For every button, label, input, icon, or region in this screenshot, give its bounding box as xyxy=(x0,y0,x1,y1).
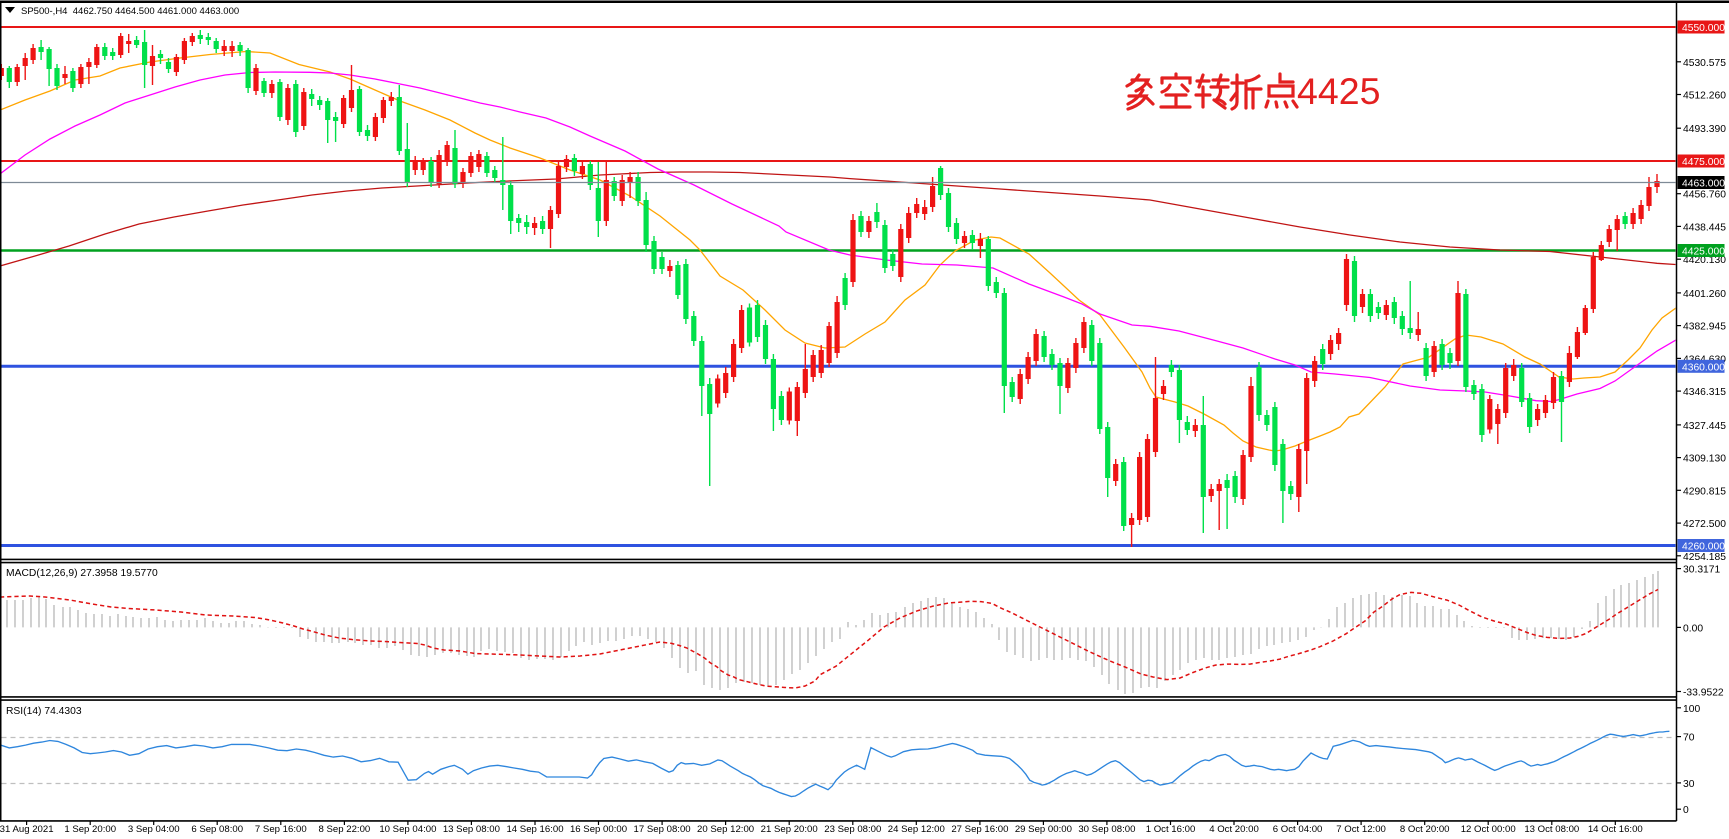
svg-text:8 Sep 22:00: 8 Sep 22:00 xyxy=(319,824,371,835)
svg-text:0.00: 0.00 xyxy=(1683,623,1703,634)
svg-text:1 Oct 16:00: 1 Oct 16:00 xyxy=(1146,824,1196,835)
svg-text:31 Aug 2021: 31 Aug 2021 xyxy=(0,824,54,835)
svg-text:14 Sep 16:00: 14 Sep 16:00 xyxy=(506,824,563,835)
svg-text:4420.130: 4420.130 xyxy=(1683,255,1726,266)
svg-text:4290.815: 4290.815 xyxy=(1683,486,1726,497)
svg-text:3 Sep 04:00: 3 Sep 04:00 xyxy=(128,824,180,835)
svg-text:12 Oct 00:00: 12 Oct 00:00 xyxy=(1461,824,1516,835)
svg-text:23 Sep 08:00: 23 Sep 08:00 xyxy=(824,824,881,835)
svg-text:27 Sep 16:00: 27 Sep 16:00 xyxy=(951,824,1008,835)
svg-text:6 Oct 04:00: 6 Oct 04:00 xyxy=(1273,824,1323,835)
svg-text:4475.000: 4475.000 xyxy=(1682,157,1725,168)
svg-text:30: 30 xyxy=(1683,779,1695,790)
svg-text:21 Sep 20:00: 21 Sep 20:00 xyxy=(761,824,818,835)
svg-text:RSI(14) 74.4303: RSI(14) 74.4303 xyxy=(6,706,82,717)
svg-text:4438.445: 4438.445 xyxy=(1683,222,1726,233)
svg-text:4463.000: 4463.000 xyxy=(1682,179,1725,190)
svg-text:4425: 4425 xyxy=(1297,70,1380,112)
svg-text:4530.575: 4530.575 xyxy=(1683,58,1726,69)
svg-text:4550.000: 4550.000 xyxy=(1682,23,1725,34)
svg-text:6 Sep 08:00: 6 Sep 08:00 xyxy=(191,824,243,835)
svg-text:1 Sep 20:00: 1 Sep 20:00 xyxy=(64,824,116,835)
svg-text:30 Sep 08:00: 30 Sep 08:00 xyxy=(1078,824,1135,835)
svg-text:4456.760: 4456.760 xyxy=(1683,190,1726,201)
svg-text:4360.000: 4360.000 xyxy=(1682,362,1725,373)
svg-text:10 Sep 04:00: 10 Sep 04:00 xyxy=(379,824,436,835)
svg-text:4272.500: 4272.500 xyxy=(1683,519,1726,530)
svg-text:4327.445: 4327.445 xyxy=(1683,421,1726,432)
svg-text:4260.000: 4260.000 xyxy=(1682,542,1725,553)
svg-text:-33.9522: -33.9522 xyxy=(1683,688,1724,699)
svg-text:4309.130: 4309.130 xyxy=(1683,454,1726,465)
svg-text:4346.315: 4346.315 xyxy=(1683,387,1726,398)
svg-text:4382.945: 4382.945 xyxy=(1683,322,1726,333)
svg-text:4401.260: 4401.260 xyxy=(1683,289,1726,300)
svg-text:29 Sep 00:00: 29 Sep 00:00 xyxy=(1015,824,1072,835)
svg-text:4 Oct 20:00: 4 Oct 20:00 xyxy=(1209,824,1259,835)
svg-text:13 Sep 08:00: 13 Sep 08:00 xyxy=(443,824,500,835)
svg-text:17 Sep 08:00: 17 Sep 08:00 xyxy=(634,824,691,835)
svg-text:4512.260: 4512.260 xyxy=(1683,91,1726,102)
svg-text:0: 0 xyxy=(1683,805,1689,816)
svg-text:4425.000: 4425.000 xyxy=(1682,247,1725,258)
svg-text:7 Sep 16:00: 7 Sep 16:00 xyxy=(255,824,307,835)
svg-text:24 Sep 12:00: 24 Sep 12:00 xyxy=(888,824,945,835)
svg-text:20 Sep 12:00: 20 Sep 12:00 xyxy=(697,824,754,835)
svg-text:MACD(12,26,9) 27.3958 19.5770: MACD(12,26,9) 27.3958 19.5770 xyxy=(6,568,158,579)
svg-text:4254.185: 4254.185 xyxy=(1683,552,1726,563)
svg-text:14 Oct 16:00: 14 Oct 16:00 xyxy=(1588,824,1643,835)
svg-text:7 Oct 12:00: 7 Oct 12:00 xyxy=(1336,824,1386,835)
svg-text:16 Sep 00:00: 16 Sep 00:00 xyxy=(570,824,627,835)
svg-text:13 Oct 08:00: 13 Oct 08:00 xyxy=(1524,824,1579,835)
svg-text:100: 100 xyxy=(1683,704,1700,715)
svg-text:70: 70 xyxy=(1683,733,1695,744)
svg-text:4493.390: 4493.390 xyxy=(1683,124,1726,135)
svg-text:SP500-,H4 4462.750 4464.500 4: SP500-,H4 4462.750 4464.500 4461.000 446… xyxy=(21,6,239,17)
svg-text:8 Oct 20:00: 8 Oct 20:00 xyxy=(1400,824,1450,835)
svg-text:30.3171: 30.3171 xyxy=(1683,565,1720,576)
